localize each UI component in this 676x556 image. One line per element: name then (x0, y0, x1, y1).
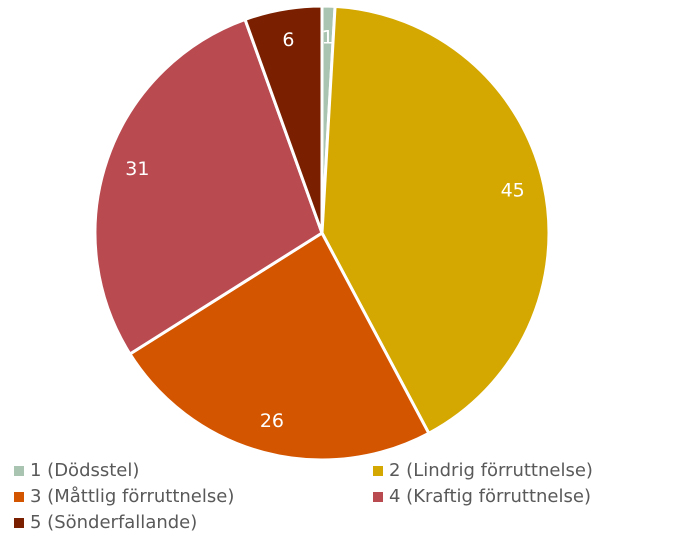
legend-label: 2 (Lindrig förruttnelse) (389, 460, 593, 481)
legend-label: 4 (Kraftig förruttnelse) (389, 486, 591, 507)
data-label: 1 (322, 26, 334, 48)
pie-slice (320, 4, 551, 435)
data-label: 26 (260, 410, 284, 432)
pie-slice (243, 4, 324, 235)
legend-swatch (14, 466, 24, 476)
legend-label: 3 (Måttlig förruttnelse) (30, 486, 234, 507)
data-label: 31 (125, 158, 149, 180)
pie-slice (93, 17, 324, 356)
legend-label: 5 (Sönderfallande) (30, 512, 197, 533)
legend-swatch (14, 492, 24, 502)
legend-swatch (373, 466, 383, 476)
data-label: 6 (282, 29, 294, 51)
data-label: 45 (501, 180, 525, 202)
legend-swatch (373, 492, 383, 502)
pie-slice (128, 231, 431, 462)
legend-label: 1 (Dödsstel) (30, 460, 139, 481)
legend-swatch (14, 518, 24, 528)
